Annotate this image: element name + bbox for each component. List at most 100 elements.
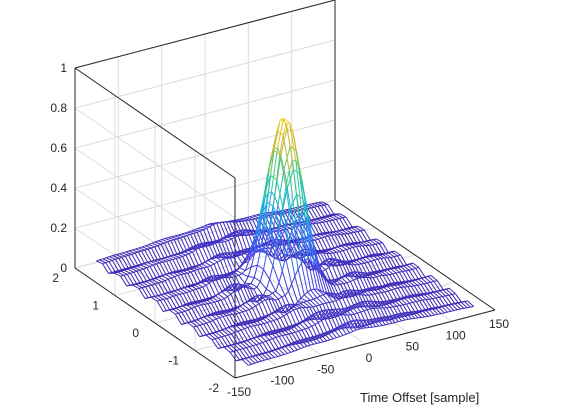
mesh-line-y (169, 255, 177, 260)
mesh-line-y (313, 219, 321, 224)
mesh-line-y (448, 294, 456, 305)
mesh-line-y (181, 269, 189, 274)
mesh-line-y (136, 270, 144, 283)
mesh-line-y (302, 320, 309, 329)
mesh-line-x (225, 326, 229, 330)
mesh-line-x (208, 242, 213, 245)
mesh-line-y (247, 284, 255, 290)
mesh-line-y (178, 270, 185, 275)
mesh-line-y (300, 303, 307, 308)
mesh-line-x (306, 344, 311, 347)
mesh-line-x (302, 318, 306, 322)
mesh-line-y (239, 305, 247, 312)
mesh-line-x (300, 301, 304, 305)
mesh-line-y (158, 276, 166, 282)
mesh-line-x (351, 231, 355, 234)
mesh-line-x (320, 341, 324, 344)
mesh-line-x (161, 242, 165, 245)
mesh-line-y (269, 329, 277, 335)
mesh-line-y (257, 264, 264, 270)
mesh-line-y (349, 281, 357, 296)
mesh-line-y (208, 297, 215, 303)
mesh-line-y (350, 242, 357, 248)
mesh-line-y (310, 334, 318, 341)
mesh-line-y (422, 293, 430, 300)
mesh-line-y (419, 293, 427, 300)
mesh-line-x (210, 263, 215, 267)
mesh-line-x (198, 304, 202, 307)
mesh-line-y (265, 295, 273, 300)
mesh-line-x (267, 320, 271, 323)
mesh-line-y (200, 226, 207, 229)
mesh-line-y (185, 254, 193, 269)
mesh-line-y (280, 306, 288, 315)
mesh-line-x (280, 305, 285, 308)
mesh-line-x (354, 312, 358, 315)
mesh-line-x (185, 253, 190, 256)
mesh-line-x (228, 333, 232, 336)
mesh-line-y (337, 278, 345, 284)
mesh-line-y (245, 220, 253, 235)
mesh-line-x (249, 345, 254, 348)
mesh-line-x (367, 308, 371, 311)
mesh-line-y (289, 145, 297, 151)
mesh-line-y (336, 291, 344, 299)
mesh-line-x (180, 236, 185, 239)
mesh-line-x (336, 251, 341, 253)
mesh-line-y (226, 258, 234, 274)
mesh-line-x (323, 331, 328, 334)
mesh-line-x (373, 276, 377, 279)
mesh-line-y (290, 342, 298, 351)
mesh-line-y (313, 264, 322, 291)
mesh-line-x (350, 279, 354, 282)
mesh-line-y (191, 301, 199, 307)
mesh-line-y (193, 326, 201, 337)
mesh-line-x (263, 332, 267, 335)
mesh-line-y (298, 167, 306, 218)
mesh-line-y (233, 251, 241, 254)
mesh-line-y (231, 333, 238, 344)
mesh-line-y (338, 262, 346, 277)
mesh-line-y (251, 235, 259, 251)
x-tick-label: -150 (227, 385, 251, 399)
mesh-line-y (133, 266, 141, 271)
mesh-line-x (167, 240, 172, 243)
mesh-line-y (187, 309, 195, 321)
mesh-line-x (233, 349, 237, 352)
mesh-line-x (214, 254, 218, 257)
mesh-line-x (277, 355, 282, 357)
mesh-line-y (360, 301, 368, 310)
mesh-line-y (115, 254, 123, 258)
mesh-line-x (278, 334, 283, 337)
mesh-line-x (442, 295, 446, 298)
axis-edge (74, 0, 336, 69)
mesh-line-y (229, 314, 237, 327)
mesh-line-x (242, 257, 247, 264)
mesh-line-y (321, 310, 329, 318)
mesh-line-x (280, 155, 285, 170)
x-tick-label: 100 (446, 328, 466, 342)
mesh-line-y (218, 330, 226, 337)
mesh-line-y (250, 283, 258, 288)
mesh-line-y (362, 289, 369, 296)
mesh-line-y (313, 335, 321, 343)
mesh-line-y (412, 262, 420, 268)
mesh-line-y (432, 291, 440, 298)
mesh-line-x (408, 318, 412, 320)
mesh-line-x (281, 257, 286, 272)
mesh-line-y (233, 257, 241, 269)
mesh-line-x (409, 301, 414, 304)
mesh-line-x (349, 246, 354, 249)
mesh-line-y (358, 258, 366, 264)
mesh-line-x (359, 327, 363, 330)
mesh-line-y (272, 330, 280, 337)
mesh-line-y (204, 304, 212, 316)
mesh-line-y (176, 253, 183, 257)
mesh-line-y (227, 286, 235, 292)
mesh-line-y (353, 231, 361, 243)
mesh-line-y (214, 295, 222, 301)
mesh-line-y (321, 232, 329, 237)
mesh-line-x (221, 335, 226, 338)
mesh-line-y (221, 291, 228, 297)
mesh-line-x (314, 322, 319, 325)
